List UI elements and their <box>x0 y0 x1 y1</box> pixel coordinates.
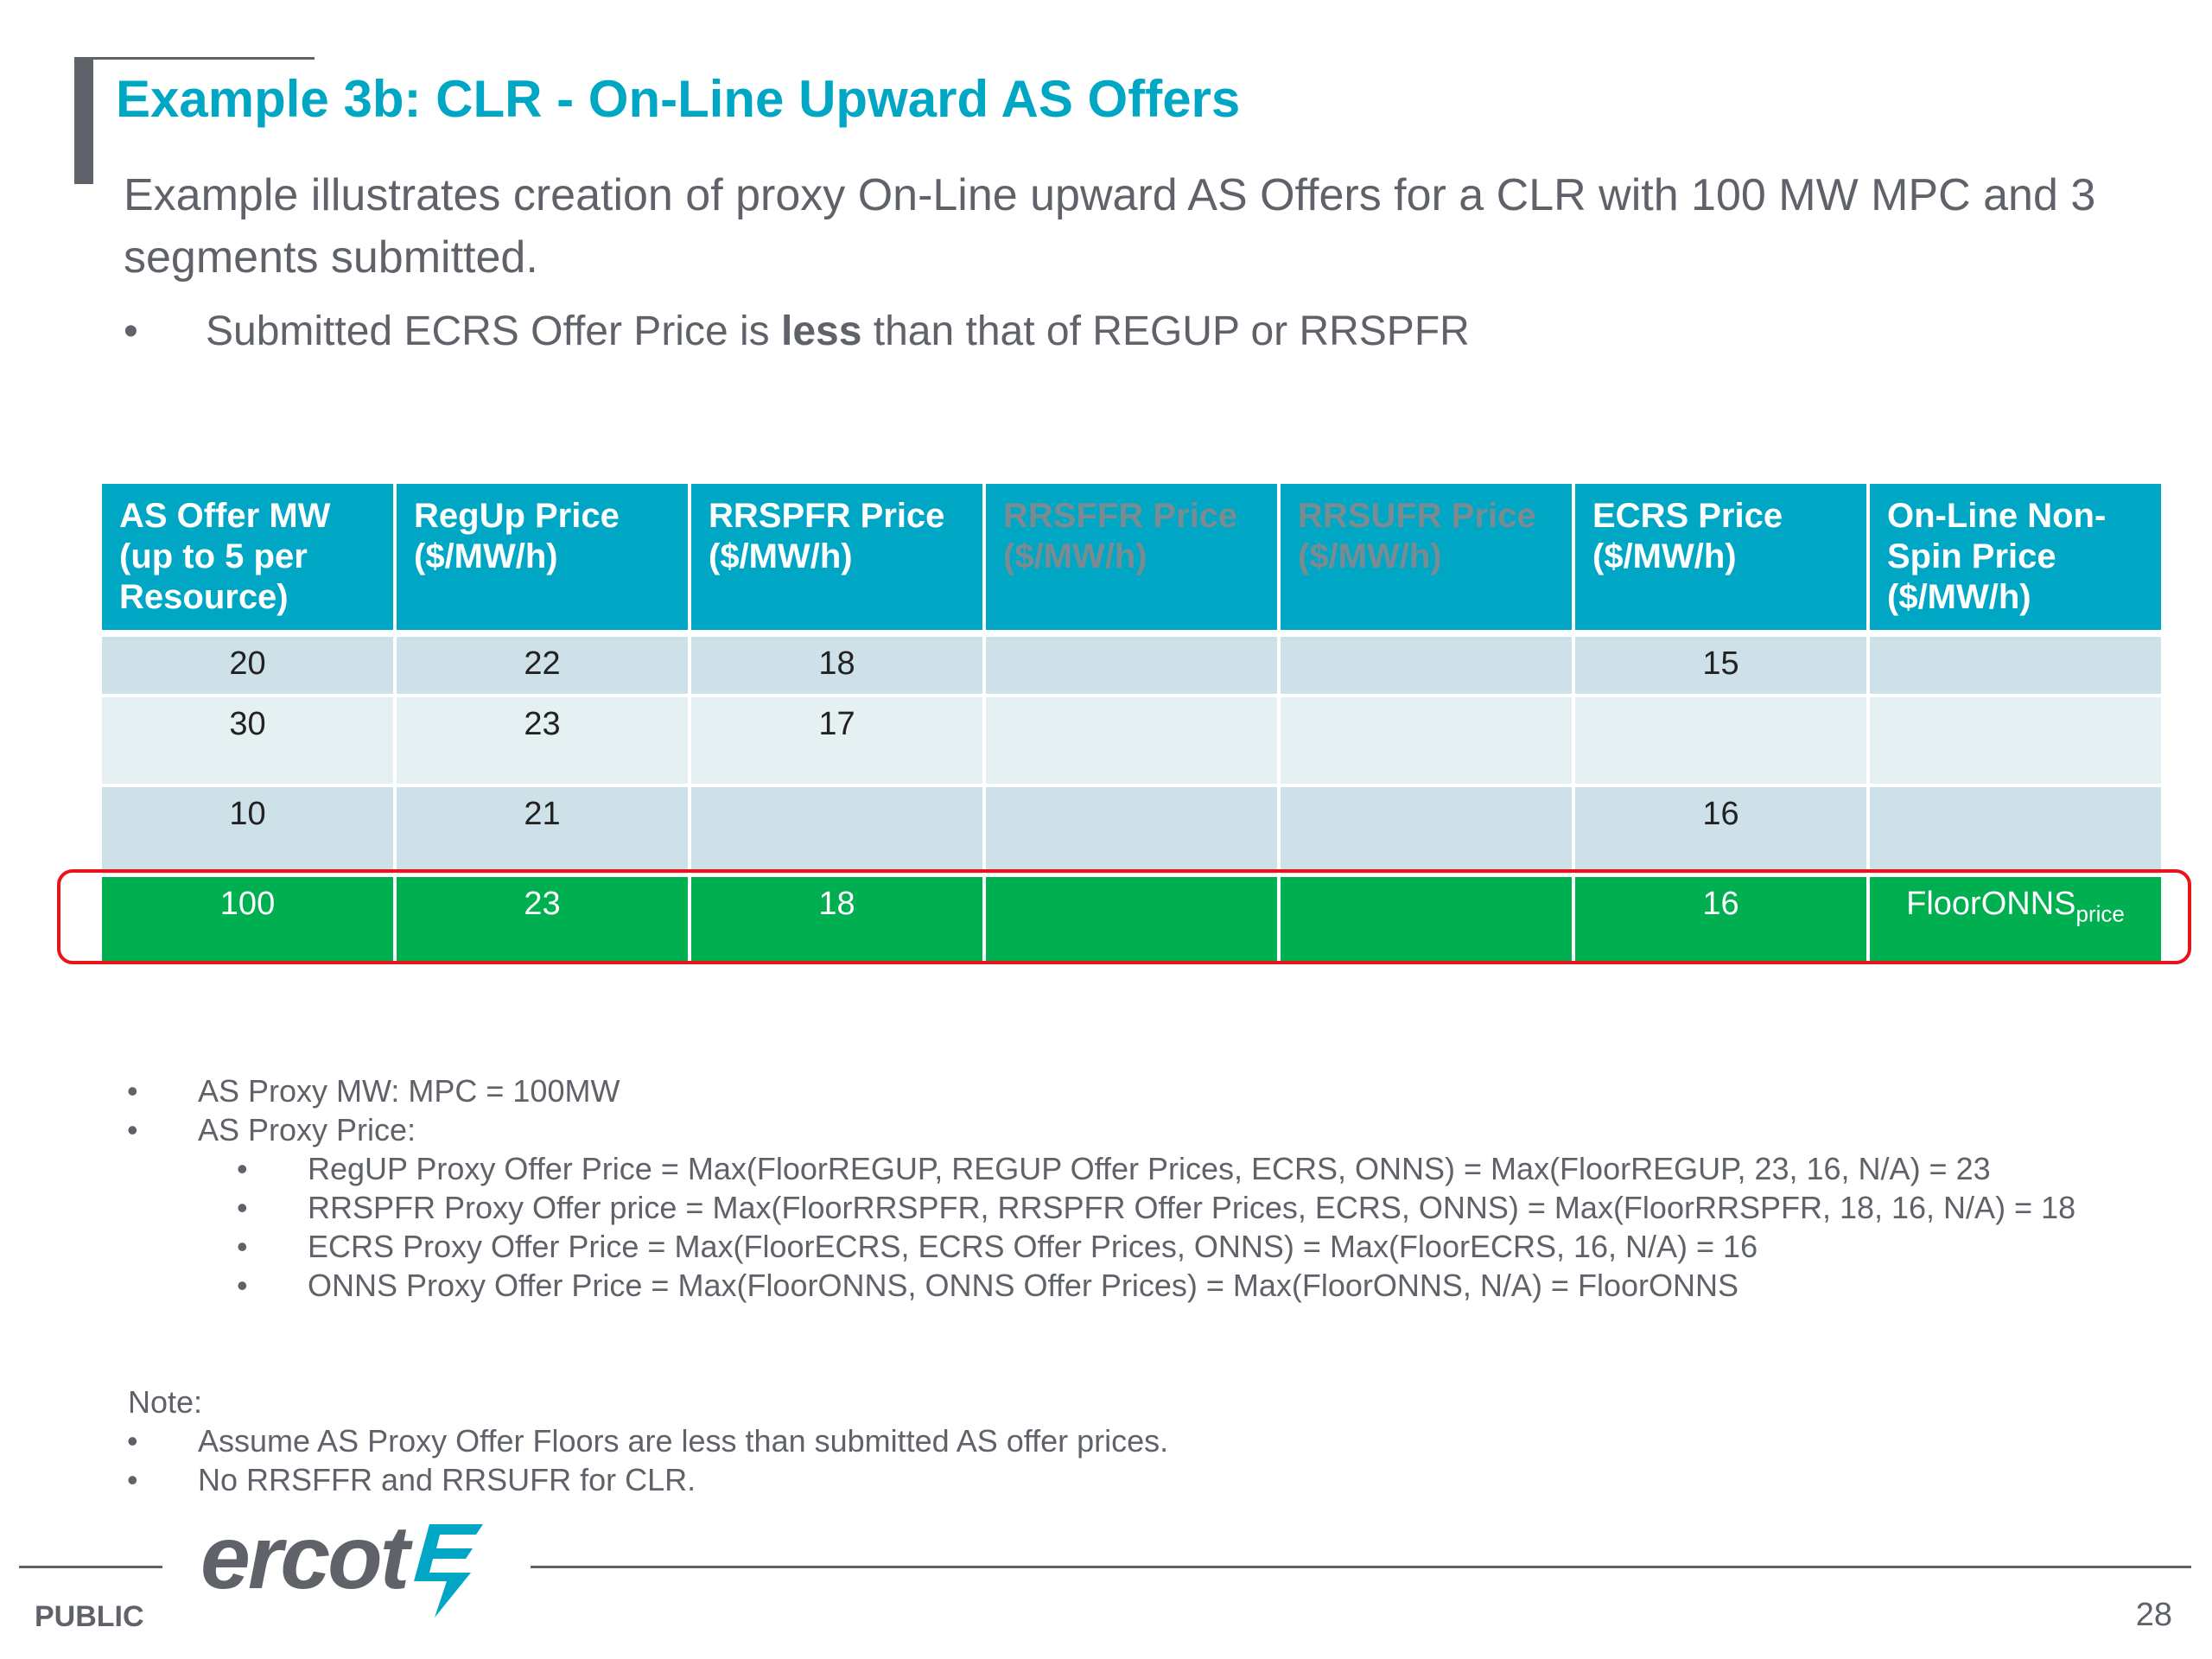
bullet-marker: • <box>127 1462 138 1497</box>
table-row: 30 23 17 <box>102 697 2161 787</box>
note-block: Note: • Assume AS Proxy Offer Floors are … <box>127 1382 1169 1499</box>
table-cell: 17 <box>691 697 982 787</box>
list-item: • AS Proxy Price: <box>124 1110 2180 1149</box>
table-row: 20 22 18 15 <box>102 637 2161 697</box>
table-cell: 30 <box>102 697 393 787</box>
title-accent-bar <box>74 57 93 184</box>
bullet-marker: • <box>237 1151 248 1186</box>
list-item-text: Assume AS Proxy Offer Floors are less th… <box>198 1423 1169 1459</box>
table-header-row: AS Offer MW (up to 5 per Resource) RegUp… <box>102 484 2161 637</box>
table-cell <box>1870 787 2161 877</box>
sub-bullet-text-end: than that of REGUP or RRSPFR <box>861 308 1470 354</box>
table-cell <box>1281 787 1572 877</box>
header-rrspfr-price: RRSPFR Price ($/MW/h) <box>691 484 982 637</box>
header-rrsffr-price: RRSFFR Price ($/MW/h) <box>986 484 1277 637</box>
bullet-marker: • <box>127 1112 138 1147</box>
onns-proxy-value: FloorONNS <box>1906 886 2076 922</box>
table-cell: 18 <box>691 877 982 967</box>
list-item-text: No RRSFFR and RRSUFR for CLR. <box>198 1462 696 1497</box>
sub-bullet-bold: less <box>781 308 862 354</box>
table-cell: 10 <box>102 787 393 877</box>
table-cell: 16 <box>1575 787 1866 877</box>
footer-rule-right <box>531 1566 2191 1568</box>
list-item: • ONNS Proxy Offer Price = Max(FloorONNS,… <box>124 1266 2180 1305</box>
bullet-marker: • <box>237 1268 248 1303</box>
table-cell <box>1281 637 1572 697</box>
table-cell <box>691 787 982 877</box>
sub-bullet-text-start: Submitted ECRS Offer Price is <box>206 308 781 354</box>
proxy-row-highlight <box>57 869 2191 964</box>
table-cell: 18 <box>691 637 982 697</box>
header-regup-price: RegUp Price ($/MW/h) <box>397 484 688 637</box>
table-cell: 22 <box>397 637 688 697</box>
table-cell <box>1575 697 1866 787</box>
table-cell <box>1281 877 1572 967</box>
list-item: • RRSPFR Proxy Offer price = Max(FloorRRS… <box>124 1188 2180 1227</box>
list-item-text: ONNS Proxy Offer Price = Max(FloorONNS, … <box>308 1268 1738 1303</box>
intro-paragraph: Example illustrates creation of proxy On… <box>124 170 2096 283</box>
logo-wordmark: ercot <box>200 1508 410 1608</box>
page-number: 28 <box>2135 1597 2172 1633</box>
list-item-text: RRSPFR Proxy Offer price = Max(FloorRRSP… <box>308 1190 2076 1225</box>
table-cell <box>986 697 1277 787</box>
onns-proxy-subscript: price <box>2075 900 2125 927</box>
header-ecrs-price: ECRS Price ($/MW/h) <box>1575 484 1866 637</box>
bullet-marker: • <box>237 1190 248 1225</box>
proxy-offer-row: 100 23 18 16 FloorONNSprice <box>102 877 2161 967</box>
table-cell <box>1870 697 2161 787</box>
header-onns-price: On-Line Non-Spin Price ($/MW/h) <box>1870 484 2161 637</box>
table-cell: 15 <box>1575 637 1866 697</box>
table-cell <box>986 877 1277 967</box>
lightning-bolt-icon <box>414 1524 483 1618</box>
table-cell: 23 <box>397 697 688 787</box>
table-cell <box>1281 697 1572 787</box>
list-item-text: ECRS Proxy Offer Price = Max(FloorECRS, … <box>308 1229 1758 1264</box>
table-cell: 23 <box>397 877 688 967</box>
bullet-marker: • <box>124 308 138 354</box>
title-accent-line <box>74 57 315 60</box>
table-cell: 100 <box>102 877 393 967</box>
ercot-logo: ercot <box>200 1510 494 1623</box>
list-item-text: AS Proxy MW: MPC = 100MW <box>198 1073 620 1109</box>
table-cell <box>1870 637 2161 697</box>
list-item: • RegUP Proxy Offer Price = Max(FloorREGU… <box>124 1149 2180 1188</box>
bullet-marker: • <box>127 1073 138 1109</box>
table-cell: 21 <box>397 787 688 877</box>
table-cell: 16 <box>1575 877 1866 967</box>
table-row: 10 21 16 <box>102 787 2161 877</box>
list-item: • Assume AS Proxy Offer Floors are less t… <box>127 1421 1169 1460</box>
list-item-text: RegUP Proxy Offer Price = Max(FloorREGUP… <box>308 1151 1991 1186</box>
table-cell-onns-proxy: FloorONNSprice <box>1870 877 2161 967</box>
as-offer-table: AS Offer MW (up to 5 per Resource) RegUp… <box>99 484 2164 967</box>
note-heading: Note: <box>128 1384 203 1420</box>
proxy-calculation-notes: • AS Proxy MW: MPC = 100MW • AS Proxy Pric… <box>124 1071 2180 1305</box>
table-cell <box>986 637 1277 697</box>
list-item: • AS Proxy MW: MPC = 100MW <box>124 1071 2180 1110</box>
footer-rule-left <box>19 1566 162 1568</box>
slide-title: Example 3b: CLR - On-Line Upward AS Offe… <box>116 70 1241 128</box>
intro-sub-bullet: • Submitted ECRS Offer Price is less than… <box>124 308 1470 355</box>
list-item: • No RRSFFR and RRSUFR for CLR. <box>127 1460 1168 1499</box>
list-item-text: AS Proxy Price: <box>198 1112 416 1147</box>
list-item: • ECRS Proxy Offer Price = Max(FloorECRS,… <box>124 1227 2180 1266</box>
classification-label: PUBLIC <box>35 1600 144 1633</box>
table-cell: 20 <box>102 637 393 697</box>
bullet-marker: • <box>127 1423 138 1459</box>
header-rrsufr-price: RRSUFR Price ($/MW/h) <box>1281 484 1572 637</box>
bullet-marker: • <box>237 1229 248 1264</box>
header-as-offer-mw: AS Offer MW (up to 5 per Resource) <box>102 484 393 637</box>
table-cell <box>986 787 1277 877</box>
